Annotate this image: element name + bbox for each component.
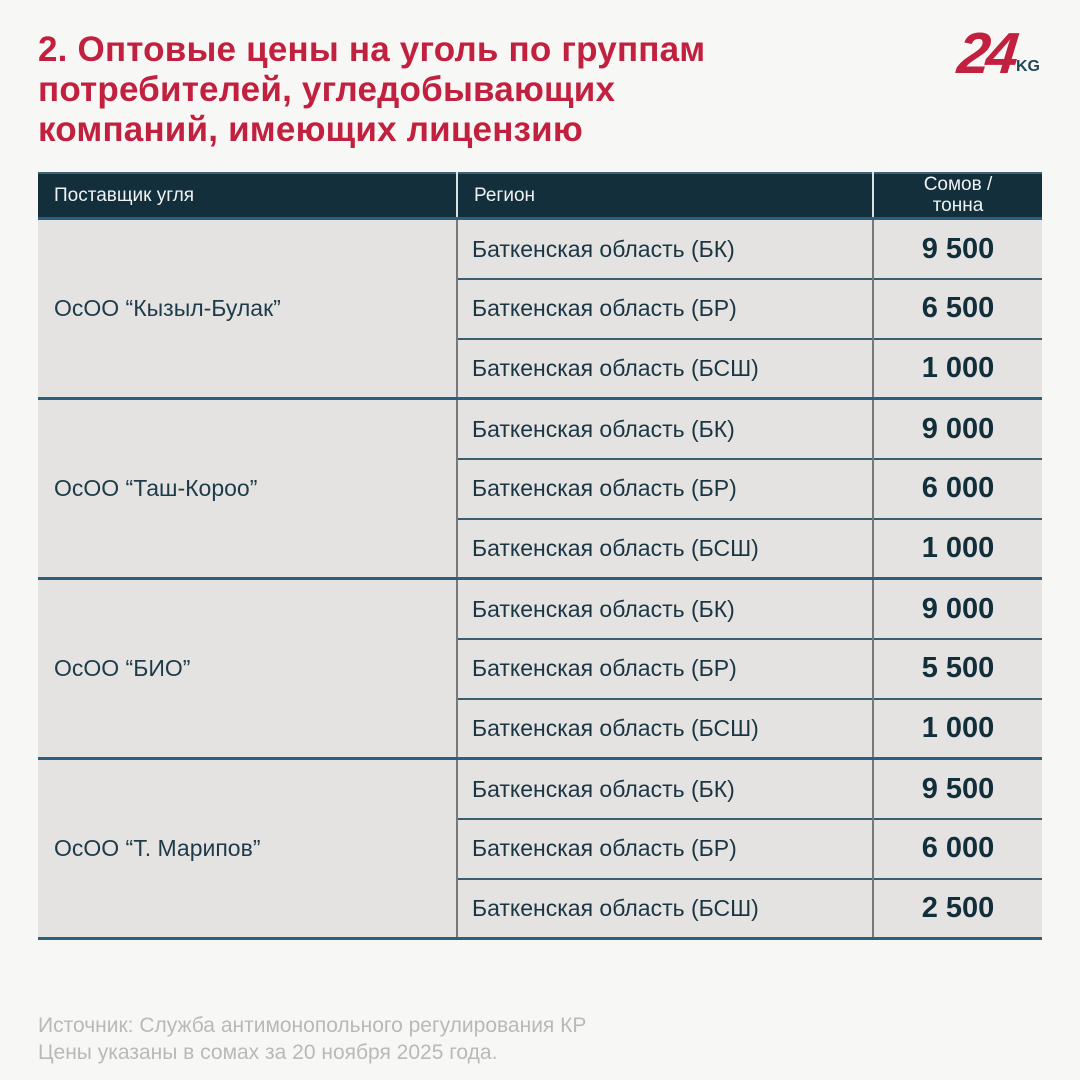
region-cell: Баткенская область (БСШ) xyxy=(456,517,873,579)
table-row: Баткенская область (БСШ) 2 500 xyxy=(38,877,1042,939)
price-cell: 1 000 xyxy=(872,697,1042,759)
price-cell: 6 000 xyxy=(872,817,1042,879)
region-cell: Баткенская область (БК) xyxy=(456,757,873,819)
price-cell: 1 000 xyxy=(872,337,1042,399)
region-cell: Баткенская область (БСШ) xyxy=(456,337,873,399)
price-cell: 9 500 xyxy=(872,757,1042,819)
table-row: Баткенская область (БСШ) 1 000 xyxy=(38,697,1042,759)
supplier-cell: ОсОО “БИО” xyxy=(38,577,457,759)
coal-prices-table: Поставщик угля Регион Сомов / тонна ОсОО “… xyxy=(38,172,1042,941)
table-row: Баткенская область (БР) 6 000 xyxy=(38,817,1042,879)
column-header-3: Сомов / тонна xyxy=(872,173,1042,221)
table-row: Баткенская область (БР) 5 500 xyxy=(38,637,1042,699)
price-cell: 2 500 xyxy=(872,877,1042,939)
table-row: ОсОО “БИО” Баткенская область (БК) 9 000 xyxy=(38,577,1042,759)
table-row: ОсОО “Таш-Короо” Баткенская область (БК) 9… xyxy=(38,397,1042,579)
table-row: ОсОО “Кызыл-Булак” Баткенская область (БК… xyxy=(38,218,1042,399)
table-row: Баткенская область (БР) 6 000 xyxy=(38,457,1042,519)
source-line: Источник: Служба антимонопольного регули… xyxy=(38,1014,587,1037)
region-cell: Баткенская область (БК) xyxy=(456,218,873,279)
table-row: Баткенская область (БР) 6 500 xyxy=(38,277,1042,339)
price-cell: 1 000 xyxy=(872,517,1042,579)
page-title: 2. Оптовые цены на уголь по группам потре… xyxy=(38,30,706,149)
logo-24kg: 24 KG xyxy=(955,21,1040,86)
source-note: Источник: Служба антимонопольного регули… xyxy=(38,1012,586,1066)
price-cell: 6 500 xyxy=(872,277,1042,339)
price-cell: 9 000 xyxy=(872,397,1042,459)
supplier-cell: ОсОО “Таш-Короо” xyxy=(38,397,457,579)
logo-24-icon: 24 xyxy=(955,21,1019,86)
supplier-cell: ОсОО “Т. Марипов” xyxy=(38,757,457,939)
column-header-2: Регион xyxy=(456,173,873,221)
region-cell: Баткенская область (БР) xyxy=(456,817,873,879)
column-header-1: Поставщик угля xyxy=(38,173,457,221)
price-cell: 5 500 xyxy=(872,637,1042,699)
table-row: Баткенская область (БСШ) 1 000 xyxy=(38,337,1042,399)
date-line: Цены указаны в сомах за 20 ноября 2025 г… xyxy=(38,1041,498,1064)
price-cell: 9 500 xyxy=(872,218,1042,279)
region-cell: Баткенская область (БР) xyxy=(456,457,873,519)
region-cell: Баткенская область (БР) xyxy=(456,277,873,339)
region-cell: Баткенская область (БК) xyxy=(456,577,873,639)
price-cell: 9 000 xyxy=(872,577,1042,639)
region-cell: Баткенская область (БК) xyxy=(456,397,873,459)
logo-kg-label: KG xyxy=(1016,58,1040,76)
supplier-cell: ОсОО “Кызыл-Булак” xyxy=(38,218,457,399)
price-cell: 6 000 xyxy=(872,457,1042,519)
table-row: Баткенская область (БСШ) 1 000 xyxy=(38,517,1042,579)
region-cell: Баткенская область (БР) xyxy=(456,637,873,699)
header-row: Поставщик угля Регион Сомов / тонна xyxy=(38,173,1042,221)
region-cell: Баткенская область (БСШ) xyxy=(456,877,873,939)
table-row: ОсОО “Т. Марипов” Баткенская область (БК)… xyxy=(38,757,1042,939)
table-header: Поставщик угля Регион Сомов / тонна xyxy=(38,173,1042,221)
region-cell: Баткенская область (БСШ) xyxy=(456,697,873,759)
